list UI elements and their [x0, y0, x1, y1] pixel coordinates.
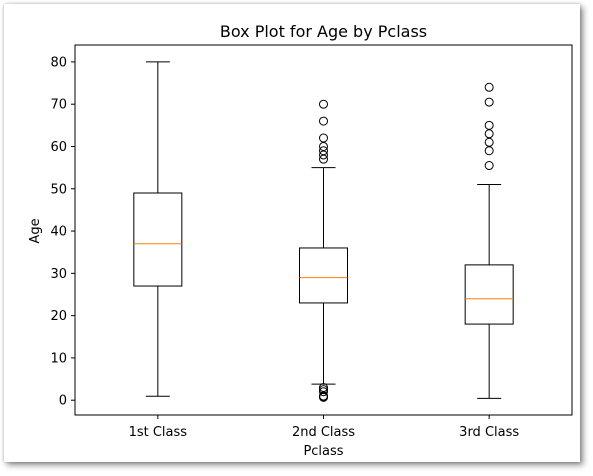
y-axis-label: Age: [28, 218, 43, 243]
outlier-point: [484, 137, 494, 147]
box-group: [299, 99, 348, 402]
y-axis: 0 10 20 30 40 50 60 70 80: [50, 55, 75, 409]
x-axis: 1st Class 2nd Class 3rd Class: [129, 415, 519, 440]
y-tick-label: 30: [50, 267, 67, 282]
figure-frame: [4, 4, 580, 462]
x-tick-label: 3rd Class: [459, 425, 519, 440]
outlier-point: [484, 161, 494, 171]
iqr-box: [133, 192, 183, 287]
outlier-point: [319, 99, 328, 109]
iqr-box: [299, 247, 348, 304]
y-tick-label: 70: [50, 98, 67, 113]
box-group: [464, 82, 514, 399]
outlier-point: [484, 82, 494, 92]
outlier-point: [319, 133, 328, 143]
y-tick-label: 10: [50, 351, 67, 366]
outlier-point: [319, 383, 328, 393]
outlier-point: [319, 146, 328, 156]
outlier-point: [484, 120, 494, 130]
outlier-point: [484, 129, 494, 139]
y-tick-label: 80: [50, 55, 67, 70]
x-axis-label: Pclass: [303, 444, 343, 459]
y-tick-label: 60: [50, 140, 67, 155]
outlier-point: [484, 97, 494, 107]
y-tick-label: 50: [50, 182, 67, 197]
x-tick-label: 1st Class: [129, 425, 188, 440]
x-tick-label: 2nd Class: [292, 425, 355, 440]
outlier-point: [484, 146, 494, 156]
y-tick-label: 0: [59, 394, 67, 409]
outlier-point: [319, 116, 328, 126]
outlier-point: [319, 385, 328, 395]
chart-title: Box Plot for Age by Pclass: [220, 22, 427, 41]
box-group: [133, 61, 183, 397]
outlier-point: [319, 387, 328, 397]
y-tick-label: 20: [50, 309, 67, 324]
boxes: [133, 61, 514, 402]
iqr-box: [464, 264, 514, 325]
y-tick-label: 40: [50, 225, 67, 240]
